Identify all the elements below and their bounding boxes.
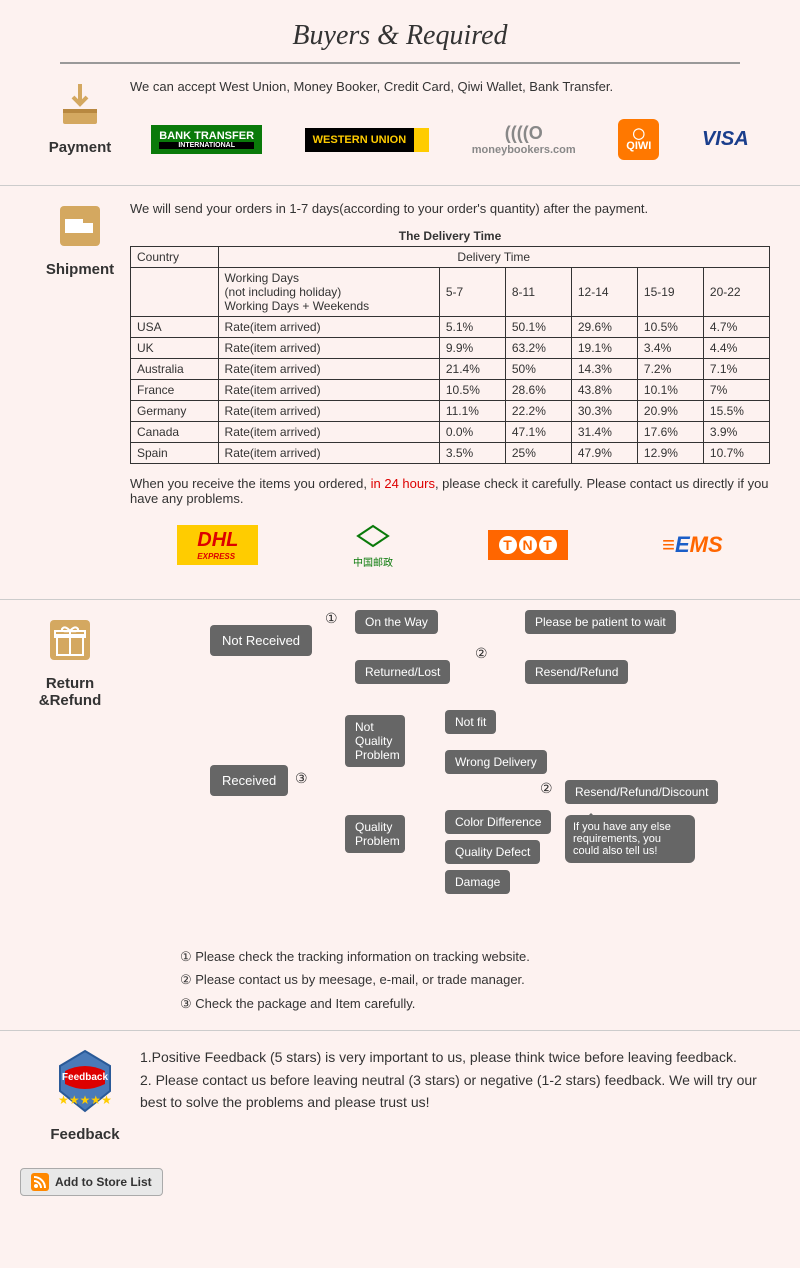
payment-label: Payment xyxy=(30,139,130,156)
payment-icon-block: Payment xyxy=(30,79,130,156)
note-3: ③ Check the package and Item carefully. xyxy=(180,992,780,1015)
th-delivery: Delivery Time xyxy=(218,247,769,268)
bubble-patient: Please be patient to wait xyxy=(525,610,676,634)
payment-section: Payment We can accept West Union, Money … xyxy=(0,64,800,186)
table-row: SpainRate(item arrived)3.5%25%47.9%12.9%… xyxy=(131,443,770,464)
table-row: USARate(item arrived)5.1%50.1%29.6%10.5%… xyxy=(131,317,770,338)
moneybookers-logo: ((((Omoneybookers.com xyxy=(472,123,576,156)
feedback-badge-icon: Feedback ★★★★★ xyxy=(50,1046,120,1116)
rss-icon xyxy=(31,1173,49,1191)
feedback-text-1: 1.Positive Feedback (5 stars) is very im… xyxy=(140,1046,770,1068)
table-row: FranceRate(item arrived)10.5%28.6%43.8%1… xyxy=(131,380,770,401)
speech-bubble: If you have any else requirements, you c… xyxy=(565,815,695,863)
svg-text:★★★★★: ★★★★★ xyxy=(58,1093,112,1107)
shipment-label: Shipment xyxy=(30,261,130,278)
bubble-not-fit: Not fit xyxy=(445,710,496,734)
bubble-returned: Returned/Lost xyxy=(355,660,450,684)
table-row: CanadaRate(item arrived)0.0%47.1%31.4%17… xyxy=(131,422,770,443)
shipment-section: Shipment We will send your orders in 1-7… xyxy=(0,186,800,600)
th-col: 5-7 xyxy=(439,268,505,317)
note-1: ① Please check the tracking information … xyxy=(180,945,780,968)
bubble-quality: Quality Problem xyxy=(345,815,405,853)
table-row: AustraliaRate(item arrived)21.4%50%14.3%… xyxy=(131,359,770,380)
payment-text: We can accept West Union, Money Booker, … xyxy=(130,79,770,94)
svg-text:Feedback: Feedback xyxy=(62,1072,109,1083)
bubble-not-received: Not Received xyxy=(210,625,312,656)
truck-icon xyxy=(55,201,105,251)
th-col: 15-19 xyxy=(637,268,703,317)
return-notes: ① Please check the tracking information … xyxy=(20,935,780,1015)
payment-logos: BANK TRANSFERINTERNATIONAL WESTERN UNION… xyxy=(130,109,770,170)
bubble-color: Color Difference xyxy=(445,810,551,834)
feedback-label: Feedback xyxy=(30,1126,140,1143)
add-to-store-button[interactable]: Add to Store List xyxy=(20,1168,163,1196)
delivery-table: The Delivery Time Country Delivery Time … xyxy=(130,226,770,464)
shipment-intro: We will send your orders in 1-7 days(acc… xyxy=(130,201,770,216)
table-row: UKRate(item arrived)9.9%63.2%19.1%3.4%4.… xyxy=(131,338,770,359)
feedback-section: Feedback ★★★★★ Feedback 1.Positive Feedba… xyxy=(0,1031,800,1158)
circled-2b: ② xyxy=(540,780,553,797)
qiwi-logo: ◯QIWI xyxy=(618,119,659,160)
table-row: GermanyRate(item arrived)11.1%22.2%30.3%… xyxy=(131,401,770,422)
circled-1: ① xyxy=(325,610,338,627)
bubble-wrong: Wrong Delivery xyxy=(445,750,547,774)
note-2: ② Please contact us by meesage, e-mail, … xyxy=(180,968,780,991)
circled-2a: ② xyxy=(475,645,488,662)
return-section: Return &Refund Not Received ① On the Way… xyxy=(0,600,800,1031)
page-title: Buyers & Required xyxy=(0,0,800,62)
china-post-logo: 中国邮政 xyxy=(353,521,393,569)
feedback-text-2: 2. Please contact us before leaving neut… xyxy=(140,1069,770,1114)
circled-3: ③ xyxy=(295,770,308,787)
th-col: 20-22 xyxy=(703,268,769,317)
table-title: The Delivery Time xyxy=(131,226,770,247)
western-union-logo: WESTERN UNION xyxy=(305,128,430,152)
th-col: 8-11 xyxy=(505,268,571,317)
shipment-icon-block: Shipment xyxy=(30,201,130,278)
bubble-damage: Damage xyxy=(445,870,510,894)
visa-logo: VISA xyxy=(702,128,749,151)
th-working-days: Working Days (not including holiday) Wor… xyxy=(218,268,439,317)
shipment-note: When you receive the items you ordered, … xyxy=(130,476,770,506)
return-icon-block: Return &Refund xyxy=(20,615,120,709)
bubble-resend1: Resend/Refund xyxy=(525,660,628,684)
th-col: 12-14 xyxy=(571,268,637,317)
tnt-logo: TNT xyxy=(488,530,568,560)
th-country: Country xyxy=(131,247,219,268)
bubble-received: Received xyxy=(210,765,288,796)
gift-icon xyxy=(45,615,95,665)
bubble-resend2: Resend/Refund/Discount xyxy=(565,780,718,804)
carrier-logos: DHLEXPRESS 中国邮政 TNT ≡EMS xyxy=(130,506,770,584)
return-label: Return &Refund xyxy=(20,675,120,709)
add-store-label: Add to Store List xyxy=(55,1175,152,1189)
bubble-defect: Quality Defect xyxy=(445,840,540,864)
dhl-logo: DHLEXPRESS xyxy=(177,525,258,565)
download-icon xyxy=(55,79,105,129)
bubble-not-quality: Not Quality Problem xyxy=(345,715,405,767)
bank-transfer-logo: BANK TRANSFERINTERNATIONAL xyxy=(151,125,262,154)
ems-logo: ≡EMS xyxy=(662,532,723,558)
bubble-on-way: On the Way xyxy=(355,610,438,634)
feedback-icon-block: Feedback ★★★★★ Feedback xyxy=(30,1046,140,1143)
